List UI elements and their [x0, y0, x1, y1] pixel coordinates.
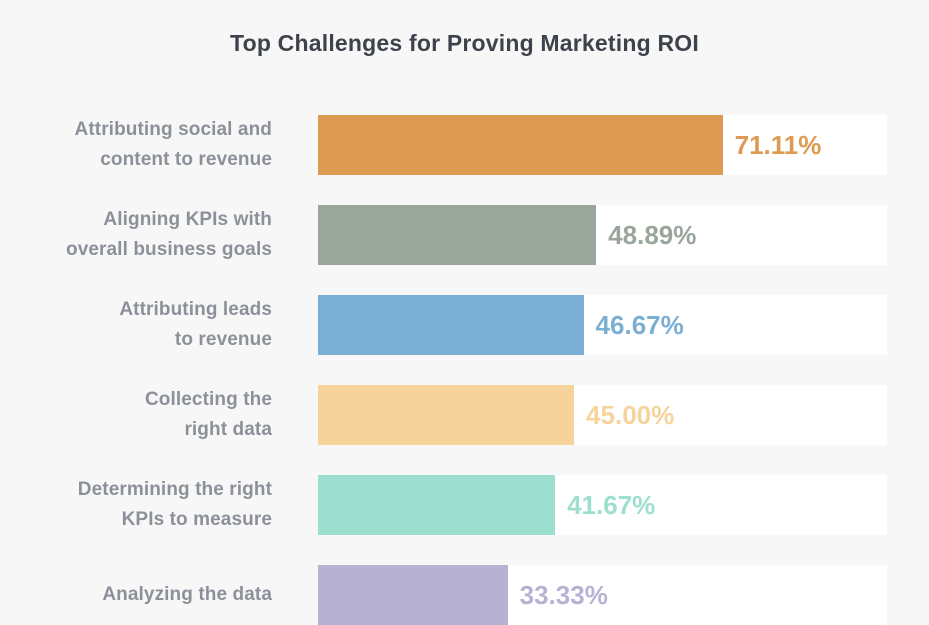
bar-row: Analyzing the data 33.33% [0, 565, 929, 625]
value-label: 45.00% [586, 399, 675, 430]
bar-row: Determining the right KPIs to measure 41.… [0, 475, 929, 535]
category-label: Collecting the right data [144, 389, 272, 440]
bar-track: 46.67% [318, 295, 887, 355]
value-label: 41.67% [567, 489, 656, 520]
bar-track: 41.67% [318, 475, 887, 535]
bar-row: Collecting the right data 45.00% [0, 385, 929, 445]
value-label: 33.33% [519, 579, 608, 610]
category-label: Aligning KPIs with overall business goals [65, 209, 272, 260]
bar-row: Aligning KPIs with overall business goals… [0, 205, 929, 265]
category-label: Attributing leads to revenue [119, 299, 272, 350]
value-label: 71.11% [734, 129, 822, 160]
category-label: Determining the right KPIs to measure [77, 479, 272, 530]
category-label: Analyzing the data [102, 584, 272, 605]
bar-track: 71.11% [318, 115, 887, 175]
category-label: Attributing social and content to revenue [74, 119, 272, 170]
value-label: 48.89% [608, 219, 697, 250]
bar-row: Attributing leads to revenue 46.67% [0, 295, 929, 355]
bar-row: Attributing social and content to revenue… [0, 115, 929, 175]
bar-track: 48.89% [318, 205, 887, 265]
bar-track: 33.33% [318, 565, 887, 625]
bar-fill [318, 115, 723, 175]
chart-title: Top Challenges for Proving Marketing ROI [230, 30, 699, 56]
bar-fill [318, 565, 508, 625]
bar-fill [318, 205, 597, 265]
value-label: 46.67% [595, 309, 684, 340]
bar-fill [318, 295, 584, 355]
bar-chart: Attributing social and content to revenue… [0, 115, 929, 625]
bar-track: 45.00% [318, 385, 887, 445]
bar-fill [318, 385, 575, 445]
bar-fill [318, 475, 556, 535]
